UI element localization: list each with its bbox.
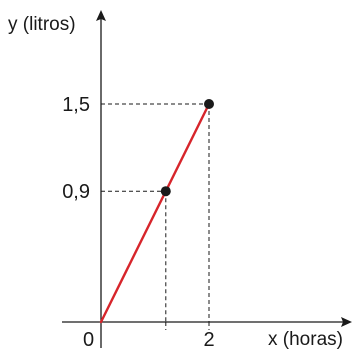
x-tick-label: 2 bbox=[203, 329, 214, 351]
guide-lines bbox=[101, 103, 210, 330]
y-tick-label: 0,9 bbox=[62, 181, 90, 203]
y-axis-arrow bbox=[96, 10, 106, 21]
y-tick-label: 1,5 bbox=[62, 94, 90, 116]
x-axis-arrow bbox=[341, 317, 352, 327]
series-layer bbox=[99, 102, 211, 324]
tick-labels: 0,9 1,5 2 bbox=[62, 94, 214, 351]
points-layer bbox=[160, 99, 214, 197]
axes bbox=[62, 10, 352, 348]
labels: y (litros) x (horas) 0 bbox=[8, 14, 343, 351]
series-line bbox=[99, 102, 211, 324]
y-axis-label: y (litros) bbox=[8, 14, 76, 35]
origin-label: 0 bbox=[83, 329, 94, 351]
data-point bbox=[160, 186, 171, 197]
data-point bbox=[204, 99, 214, 109]
x-axis-label: x (horas) bbox=[268, 329, 343, 350]
